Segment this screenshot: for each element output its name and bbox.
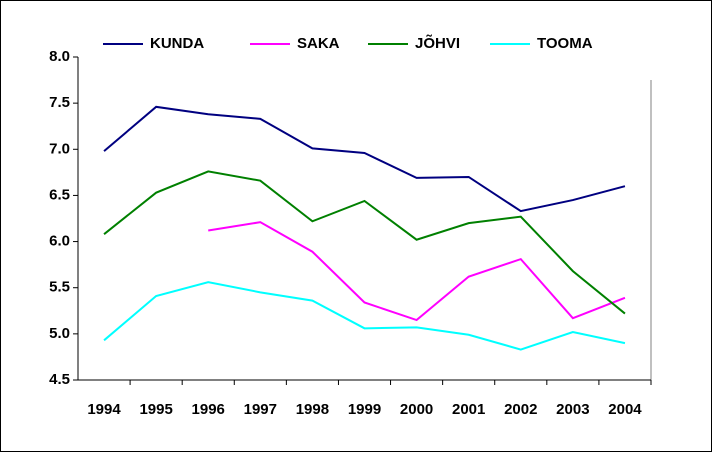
- y-tick-label: 5.0: [49, 325, 70, 342]
- series-line: [208, 221, 626, 322]
- x-tick-label: 1997: [244, 401, 277, 418]
- series-line: [103, 170, 626, 315]
- x-tick-label: 1995: [139, 401, 172, 418]
- x-tick-label: 1999: [348, 401, 381, 418]
- series-line: [103, 105, 626, 213]
- x-tick-label: 2004: [608, 401, 642, 418]
- y-tick-label: 6.0: [49, 233, 70, 250]
- legend-label: KUNDA: [150, 35, 204, 52]
- y-tick-label: 8.0: [49, 48, 70, 65]
- y-tick-label: 4.5: [49, 371, 70, 388]
- x-tick-label: 1994: [87, 401, 121, 418]
- y-tick-label: 5.5: [49, 279, 70, 296]
- legend-label: JÕHVI: [415, 34, 460, 52]
- legend-label: TOOMA: [537, 35, 593, 52]
- x-tick-label: 2002: [504, 401, 537, 418]
- legend-label: SAKA: [297, 35, 340, 52]
- x-tick-label: 1998: [296, 401, 329, 418]
- x-tick-label: 1996: [192, 401, 225, 418]
- series-line: [103, 281, 626, 351]
- y-tick-label: 6.5: [49, 186, 70, 203]
- y-tick-label: 7.5: [49, 94, 70, 111]
- x-tick-label: 2001: [452, 401, 485, 418]
- x-tick-label: 2003: [556, 401, 589, 418]
- x-tick-label: 2000: [400, 401, 433, 418]
- y-tick-label: 7.0: [49, 140, 70, 157]
